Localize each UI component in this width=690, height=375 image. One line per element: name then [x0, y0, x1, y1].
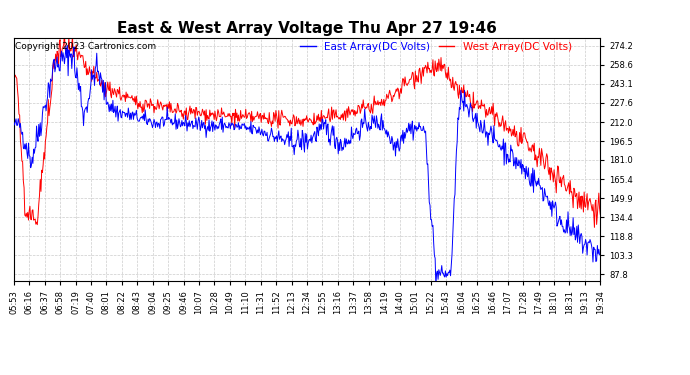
Title: East & West Array Voltage Thu Apr 27 19:46: East & West Array Voltage Thu Apr 27 19:… [117, 21, 497, 36]
Legend: East Array(DC Volts), West Array(DC Volts): East Array(DC Volts), West Array(DC Volt… [296, 38, 576, 56]
Text: Copyright 2023 Cartronics.com: Copyright 2023 Cartronics.com [15, 42, 156, 51]
